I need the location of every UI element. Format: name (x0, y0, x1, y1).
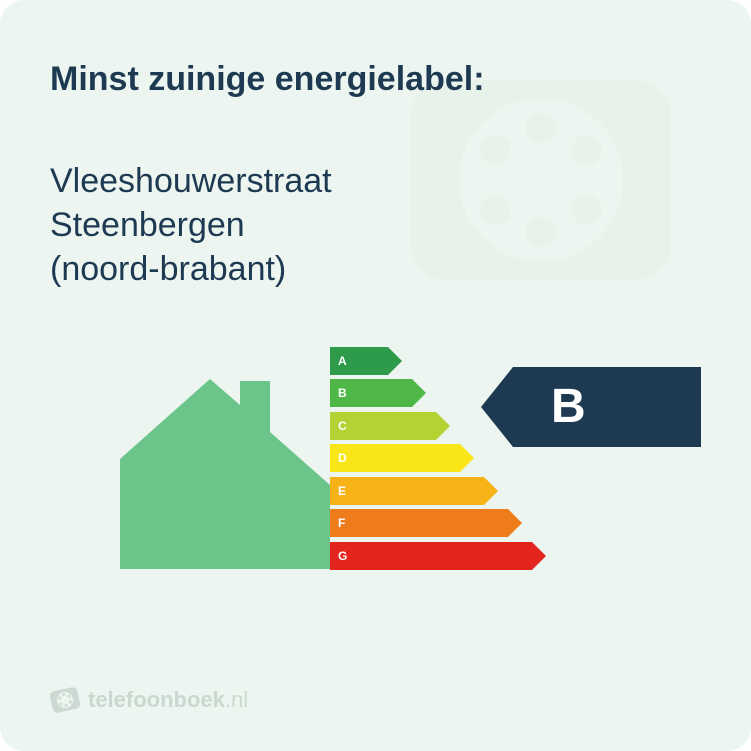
footer: telefoonboek.nl (50, 685, 248, 715)
brand-text: telefoonboek.nl (88, 687, 248, 713)
bar-letter: F (338, 516, 345, 530)
bar-letter: E (338, 484, 346, 498)
bar-letter: B (338, 386, 347, 400)
bar-letter: G (338, 549, 347, 563)
energy-label-graphic: A B C D E F G B (50, 347, 701, 577)
house-icon (120, 369, 330, 569)
bar-letter: A (338, 354, 347, 368)
address-line-3: (noord-brabant) (50, 247, 701, 291)
address-line-1: Vleeshouwerstraat (50, 159, 701, 203)
energy-label-card: Minst zuinige energielabel: Vleeshouwers… (0, 0, 751, 751)
page-title: Minst zuinige energielabel: (50, 60, 701, 99)
address-block: Vleeshouwerstraat Steenbergen (noord-bra… (50, 159, 701, 292)
address-line-2: Steenbergen (50, 203, 701, 247)
bar-letter: C (338, 419, 347, 433)
result-letter: B (551, 379, 586, 434)
brand-icon (50, 685, 80, 715)
brand-bold: telefoonboek (88, 687, 225, 712)
brand-thin: .nl (225, 687, 248, 712)
bar-letter: D (338, 451, 347, 465)
result-badge-shape (481, 367, 701, 447)
result-badge: B (481, 367, 701, 447)
